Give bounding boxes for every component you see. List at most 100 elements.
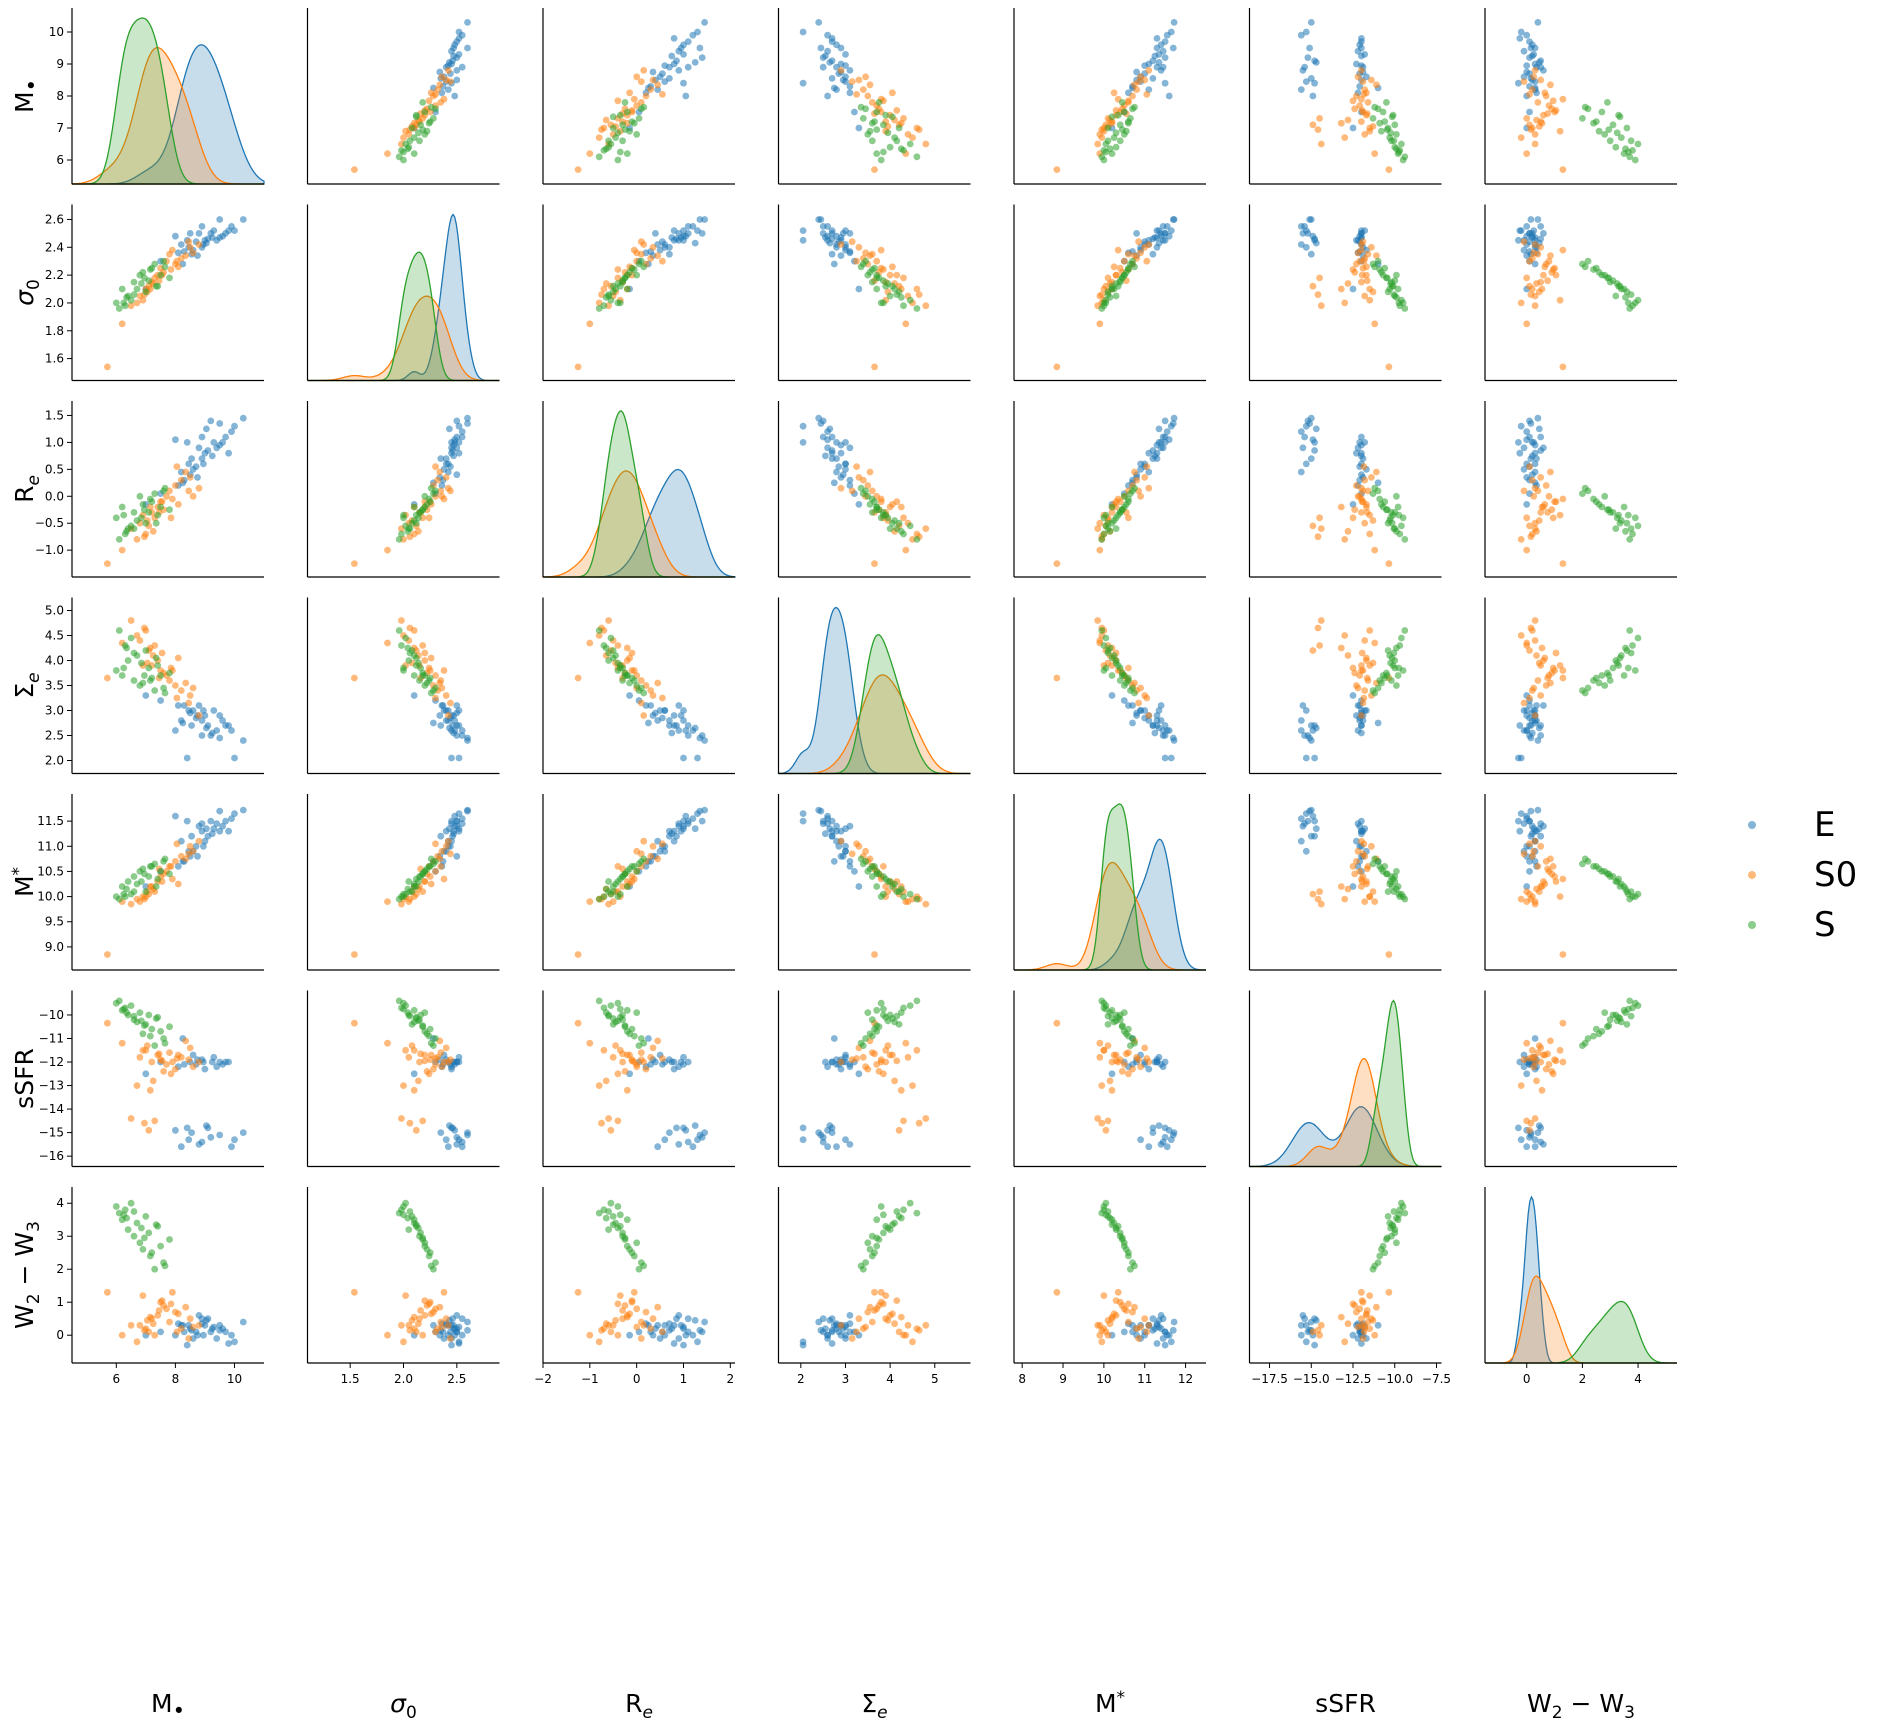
- point-s: [609, 654, 617, 662]
- point-s0: [1349, 664, 1357, 672]
- point-s0: [1354, 249, 1362, 257]
- point-e: [1361, 439, 1369, 446]
- point-e: [1523, 1143, 1531, 1151]
- point-s: [635, 1265, 643, 1273]
- point-s0: [1125, 1318, 1132, 1326]
- y-tick-label: −10: [39, 1008, 64, 1022]
- point-s0: [900, 514, 907, 522]
- point-s: [1383, 506, 1391, 514]
- point-e: [207, 417, 215, 425]
- point-s0: [647, 1325, 655, 1332]
- point-e: [1517, 1136, 1525, 1144]
- point-s: [146, 863, 154, 870]
- point-e: [1520, 47, 1528, 55]
- y-tick-label: 1.6: [45, 352, 64, 366]
- point-s: [630, 1252, 638, 1260]
- point-s: [906, 296, 914, 304]
- point-s0: [1112, 498, 1120, 506]
- y-tick-label: 0.5: [45, 462, 64, 476]
- point-s0: [1547, 468, 1554, 476]
- point-s0: [1528, 1046, 1536, 1054]
- point-s0: [1531, 1115, 1539, 1122]
- point-e: [694, 754, 701, 762]
- y-tick-label: 2: [56, 1262, 64, 1276]
- point-s: [609, 282, 617, 290]
- point-s0: [1366, 1292, 1374, 1299]
- point-s0: [612, 1317, 619, 1324]
- point-s0: [421, 657, 429, 664]
- point-s0: [1359, 1335, 1367, 1342]
- panel-mstar-vs-sigma_e: [777, 794, 971, 971]
- point-s0: [437, 863, 445, 870]
- point-s0: [1354, 684, 1362, 692]
- point-e: [453, 852, 461, 860]
- point-s0: [1358, 712, 1365, 719]
- point-s: [161, 1039, 169, 1047]
- point-e: [1306, 216, 1313, 223]
- point-e: [1537, 433, 1545, 441]
- point-s0: [626, 1051, 633, 1059]
- point-e: [855, 501, 863, 508]
- point-s: [1623, 519, 1631, 527]
- point-s0: [419, 1331, 427, 1339]
- point-e: [830, 858, 838, 865]
- y-axis-label-re: Re: [10, 475, 44, 503]
- point-s0: [1053, 1288, 1061, 1296]
- point-s0: [1098, 291, 1106, 298]
- point-s: [873, 1234, 881, 1242]
- point-s0: [1559, 560, 1567, 567]
- point-s: [1629, 530, 1636, 538]
- point-s0: [626, 89, 633, 97]
- panel-re-vs-re: [542, 401, 736, 578]
- y-axis-label-mbh: M•: [10, 79, 44, 113]
- point-s0: [104, 1019, 111, 1027]
- point-e: [701, 216, 708, 223]
- panel-sigma0-vs-sigma_e: [777, 204, 971, 382]
- point-s0: [1314, 1326, 1322, 1334]
- point-s: [120, 890, 128, 898]
- point-s: [1601, 131, 1609, 138]
- point-s0: [877, 1288, 885, 1296]
- point-e: [799, 810, 807, 817]
- point-e: [1534, 19, 1542, 26]
- point-e: [1297, 1331, 1305, 1339]
- point-e: [684, 820, 692, 827]
- point-s0: [406, 1326, 414, 1334]
- point-s0: [1369, 888, 1377, 895]
- point-s0: [891, 1077, 898, 1085]
- point-s0: [1349, 1300, 1357, 1308]
- point-s: [141, 274, 148, 282]
- point-s: [406, 525, 414, 532]
- point-s0: [1520, 238, 1528, 246]
- point-e: [239, 216, 247, 223]
- point-e: [1129, 719, 1136, 727]
- point-s: [1108, 282, 1116, 290]
- point-e: [645, 719, 652, 727]
- point-e: [1302, 707, 1310, 714]
- point-s0: [1361, 519, 1369, 527]
- point-e: [675, 1335, 683, 1342]
- point-e: [1311, 754, 1318, 762]
- point-s: [623, 285, 631, 293]
- point-s0: [440, 667, 448, 674]
- legend-marker-s: [1748, 921, 1756, 929]
- point-e: [826, 59, 834, 66]
- point-s0: [436, 81, 444, 89]
- point-s: [595, 895, 603, 903]
- point-e: [1161, 754, 1169, 762]
- x-tick-label: 0: [633, 1372, 641, 1386]
- point-s0: [127, 900, 135, 908]
- point-s: [893, 525, 901, 532]
- point-e: [1145, 468, 1153, 476]
- point-e: [216, 712, 224, 719]
- point-s: [123, 885, 130, 893]
- point-s0: [384, 546, 391, 554]
- point-e: [1358, 830, 1365, 838]
- point-s: [873, 150, 881, 158]
- point-e: [430, 719, 437, 727]
- point-e: [1151, 1058, 1159, 1066]
- point-s0: [1540, 271, 1547, 279]
- point-s: [1604, 99, 1611, 106]
- point-e: [239, 414, 247, 422]
- point-s: [1374, 257, 1382, 265]
